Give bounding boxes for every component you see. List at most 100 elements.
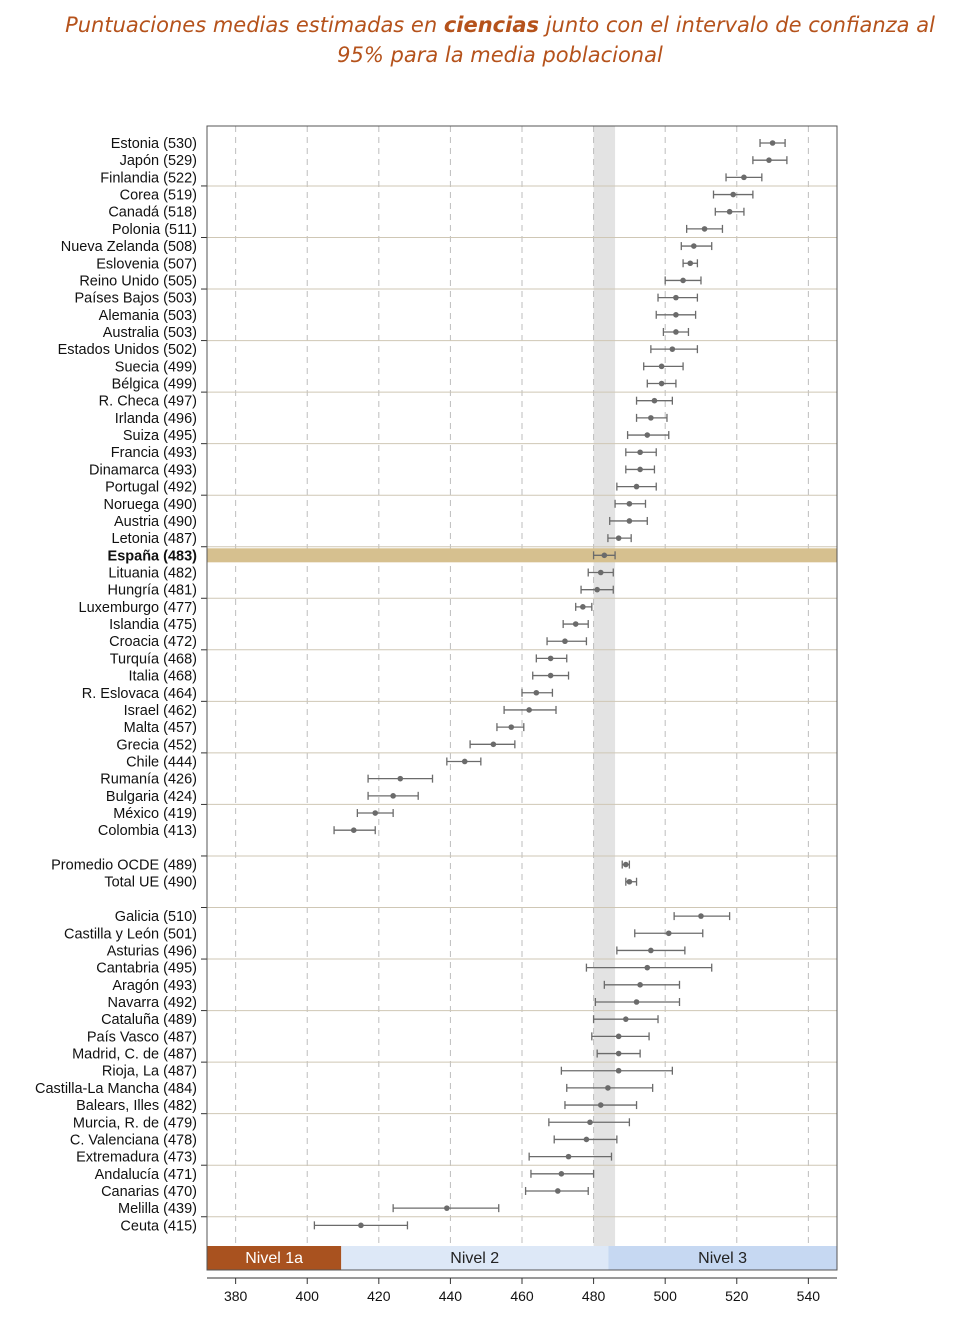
data-point: [390, 793, 396, 799]
data-point: [558, 1171, 565, 1177]
category-label: R. Checa (497): [99, 394, 197, 410]
data-point: [626, 878, 633, 885]
category-label: Total UE (490): [104, 875, 197, 891]
category-label: Finlandia (522): [100, 170, 197, 186]
category-label: España (483): [108, 548, 198, 564]
data-point: [508, 724, 515, 730]
category-label: Polonia (511): [112, 222, 197, 238]
data-point: [594, 586, 600, 593]
data-point: [605, 1085, 611, 1091]
category-label: Aragón (493): [112, 978, 197, 994]
chart-title: Puntuaciones medias estimadas en ciencia…: [60, 10, 940, 70]
category-label: Rioja, La (487): [102, 1064, 197, 1080]
data-point: [766, 157, 772, 163]
category-label: Alemania (503): [99, 308, 197, 324]
level-segment: [608, 1246, 837, 1270]
x-tick-label: 540: [797, 1288, 821, 1304]
x-tick-label: 500: [654, 1288, 678, 1304]
category-label: Melilla (439): [118, 1201, 197, 1217]
data-point: [397, 775, 404, 782]
category-label: R. Eslovaca (464): [82, 686, 197, 702]
category-label: Corea (519): [120, 188, 197, 204]
category-label: Ceuta (415): [120, 1218, 197, 1234]
data-point: [533, 689, 540, 696]
category-label: Cantabria (495): [96, 961, 197, 977]
data-point: [601, 552, 608, 559]
category-label: Suecia (499): [115, 359, 197, 375]
data-point: [673, 294, 679, 301]
data-point: [648, 415, 654, 421]
data-point: [680, 277, 686, 284]
plot-frame: [206, 125, 838, 1271]
data-point: [658, 380, 665, 387]
category-label: Turquía (468): [110, 651, 197, 667]
category-label: Grecia (452): [116, 737, 197, 753]
data-point: [701, 226, 708, 232]
data-point: [698, 913, 704, 919]
category-label: Castilla-La Mancha (484): [35, 1081, 197, 1097]
data-point: [615, 1033, 622, 1040]
x-tick-label: 520: [725, 1288, 749, 1304]
category-label: Hungría (481): [108, 583, 197, 599]
data-point: [769, 140, 776, 146]
category-label: Galicia (510): [115, 909, 197, 925]
highlight-row-layer: [207, 548, 837, 563]
level-bar-layer: Nivel 1a Nivel 2 Nivel 3: [207, 1246, 837, 1270]
x-tick-label: 440: [439, 1288, 463, 1304]
title-suffix: junto con el intervalo de confianza al 9…: [337, 13, 935, 67]
data-point: [615, 1050, 622, 1057]
data-point: [562, 638, 568, 645]
category-label: Portugal (492): [105, 480, 197, 496]
category-label: Estonia (530): [111, 136, 197, 152]
data-point: [623, 861, 629, 868]
data-point: [526, 707, 532, 713]
category-label: Noruega (490): [104, 497, 198, 513]
data-point: [372, 810, 379, 816]
title-prefix: Puntuaciones medias estimadas en: [65, 13, 444, 37]
data-point: [691, 243, 697, 249]
data-point: [741, 174, 747, 181]
reference-band-layer: [593, 126, 616, 1246]
level-label: Nivel 3: [698, 1250, 747, 1267]
category-label: Canarias (470): [101, 1184, 197, 1200]
category-label: Promedio OCDE (489): [51, 858, 197, 874]
data-point: [626, 500, 633, 507]
data-point: [597, 569, 604, 576]
point-layer: [350, 140, 776, 1229]
category-label: Islandia (475): [109, 617, 197, 633]
category-label: Madrid, C. de (487): [72, 1047, 197, 1063]
category-label: Malta (457): [124, 720, 197, 736]
data-point: [726, 208, 733, 215]
category-label: Letonia (487): [112, 531, 197, 547]
data-point: [547, 655, 554, 662]
data-point: [547, 672, 554, 679]
category-label: Navarra (492): [108, 995, 197, 1011]
data-point: [687, 260, 694, 267]
category-label: Japón (529): [120, 153, 197, 169]
category-label: Rumanía (426): [100, 772, 197, 788]
category-label: Murcia, R. de (479): [73, 1115, 197, 1131]
category-label: Asturias (496): [107, 943, 197, 959]
data-point: [626, 518, 633, 524]
category-label: Nueva Zelanda (508): [61, 239, 197, 255]
level-segment: [341, 1246, 609, 1270]
error-bar-layer: [313, 139, 788, 1230]
x-tick-label: 380: [224, 1288, 248, 1304]
category-label: Israel (462): [124, 703, 197, 719]
x-tick-label: 480: [582, 1288, 606, 1304]
level-label: Nivel 2: [450, 1250, 499, 1267]
category-label: Estados Unidos (502): [58, 342, 197, 358]
category-label: Australia (503): [103, 325, 197, 341]
data-point: [730, 191, 736, 198]
data-point: [583, 1136, 590, 1143]
category-label: Dinamarca (493): [89, 462, 197, 478]
category-label: Balears, Illes (482): [76, 1098, 197, 1114]
data-point: [587, 1119, 593, 1126]
data-point: [644, 432, 651, 438]
data-point: [350, 827, 357, 833]
data-point: [554, 1188, 561, 1194]
category-label: Extremadura (473): [76, 1150, 197, 1166]
category-label: Irlanda (496): [115, 411, 197, 427]
x-tick-label: 420: [367, 1288, 391, 1304]
data-point: [615, 535, 622, 541]
